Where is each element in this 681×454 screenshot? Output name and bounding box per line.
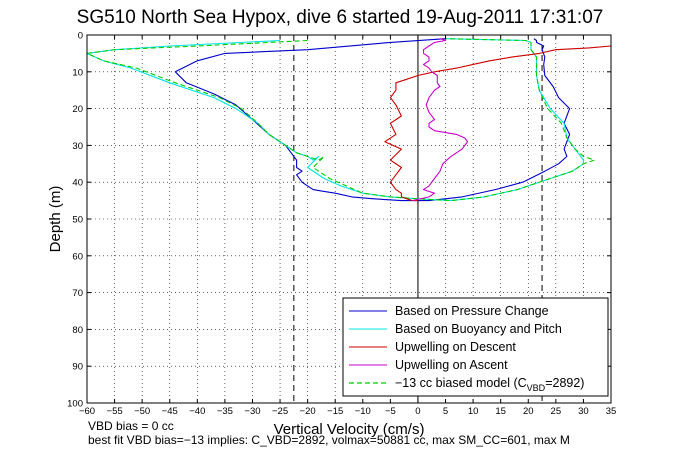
legend-label-biased-model-subscript: VBD bbox=[527, 383, 546, 393]
chart-title: SG510 North Sea Hypox, dive 6 started 19… bbox=[77, 7, 604, 28]
x-tick-label: −50 bbox=[134, 406, 150, 417]
y-tick-label: 70 bbox=[72, 288, 83, 299]
x-axis-label: Vertical Velocity (cm/s) bbox=[274, 421, 425, 438]
y-tick-label: 10 bbox=[72, 67, 83, 78]
x-tick-label: −15 bbox=[327, 406, 343, 417]
legend-label-upwelling-ascent: Upwelling on Ascent bbox=[395, 358, 508, 372]
y-tick-label: 60 bbox=[72, 251, 83, 262]
series-line-4 bbox=[86, 38, 596, 202]
y-tick-label: 30 bbox=[72, 141, 83, 152]
legend: Based on Pressure Change Based on Buoyan… bbox=[342, 297, 609, 397]
x-tick-label: 0 bbox=[415, 406, 420, 417]
x-tick-label: −25 bbox=[272, 406, 288, 417]
x-tick-label: −60 bbox=[79, 406, 95, 417]
y-tick-label: 90 bbox=[72, 362, 83, 373]
legend-label-pressure-change: Based on Pressure Change bbox=[395, 304, 549, 318]
x-tick-label: −35 bbox=[217, 406, 233, 417]
x-tick-label: −5 bbox=[385, 406, 396, 417]
y-axis-label: Depth (m) bbox=[47, 186, 64, 253]
x-tick-label: 10 bbox=[468, 406, 479, 417]
y-tick-label: 20 bbox=[72, 104, 83, 115]
legend-label-buoyancy-pitch: Based on Buoyancy and Pitch bbox=[395, 322, 562, 336]
x-tick-label: −10 bbox=[355, 406, 371, 417]
x-tick-label: −20 bbox=[300, 406, 316, 417]
y-tick-label: 40 bbox=[72, 178, 83, 189]
x-tick-label: 5 bbox=[443, 406, 448, 417]
legend-label-biased-model: −13 cc biased model (CVBD=2892) bbox=[395, 376, 584, 393]
x-tick-label: 15 bbox=[495, 406, 506, 417]
legend-label-upwelling-descent: Upwelling on Descent bbox=[395, 340, 516, 354]
series-line-2 bbox=[384, 45, 612, 202]
x-tick-label: 35 bbox=[606, 406, 617, 417]
best-fit-note: best fit VBD bias=−13 implies: C_VBD=289… bbox=[88, 433, 570, 447]
vbd-bias-note: VBD bias = 0 cc bbox=[88, 419, 174, 433]
x-tick-label: −40 bbox=[189, 406, 205, 417]
y-tick-label: 50 bbox=[72, 215, 83, 226]
y-tick-label: 0 bbox=[78, 31, 83, 42]
x-tick-label: 30 bbox=[578, 406, 589, 417]
series-line-0 bbox=[174, 38, 571, 202]
x-tick-label: −55 bbox=[107, 406, 123, 417]
series-line-3 bbox=[412, 38, 469, 202]
y-tick-label: 100 bbox=[67, 399, 83, 410]
series-layer bbox=[86, 38, 612, 202]
legend-label-biased-model-suffix: =2892) bbox=[545, 376, 584, 390]
x-tick-label: 25 bbox=[551, 406, 562, 417]
legend-label-biased-model-prefix: −13 cc biased model (C bbox=[395, 376, 527, 390]
y-tick-label: 80 bbox=[72, 325, 83, 336]
x-tick-label: −45 bbox=[162, 406, 178, 417]
x-tick-label: 20 bbox=[523, 406, 534, 417]
legend-box bbox=[342, 297, 609, 397]
x-tick-label: −30 bbox=[244, 406, 260, 417]
ticks: −60 −55 −50 −45 −40 −35 −30 −25 −20 −15 −10 −5 0 5 10 1… bbox=[67, 31, 616, 418]
